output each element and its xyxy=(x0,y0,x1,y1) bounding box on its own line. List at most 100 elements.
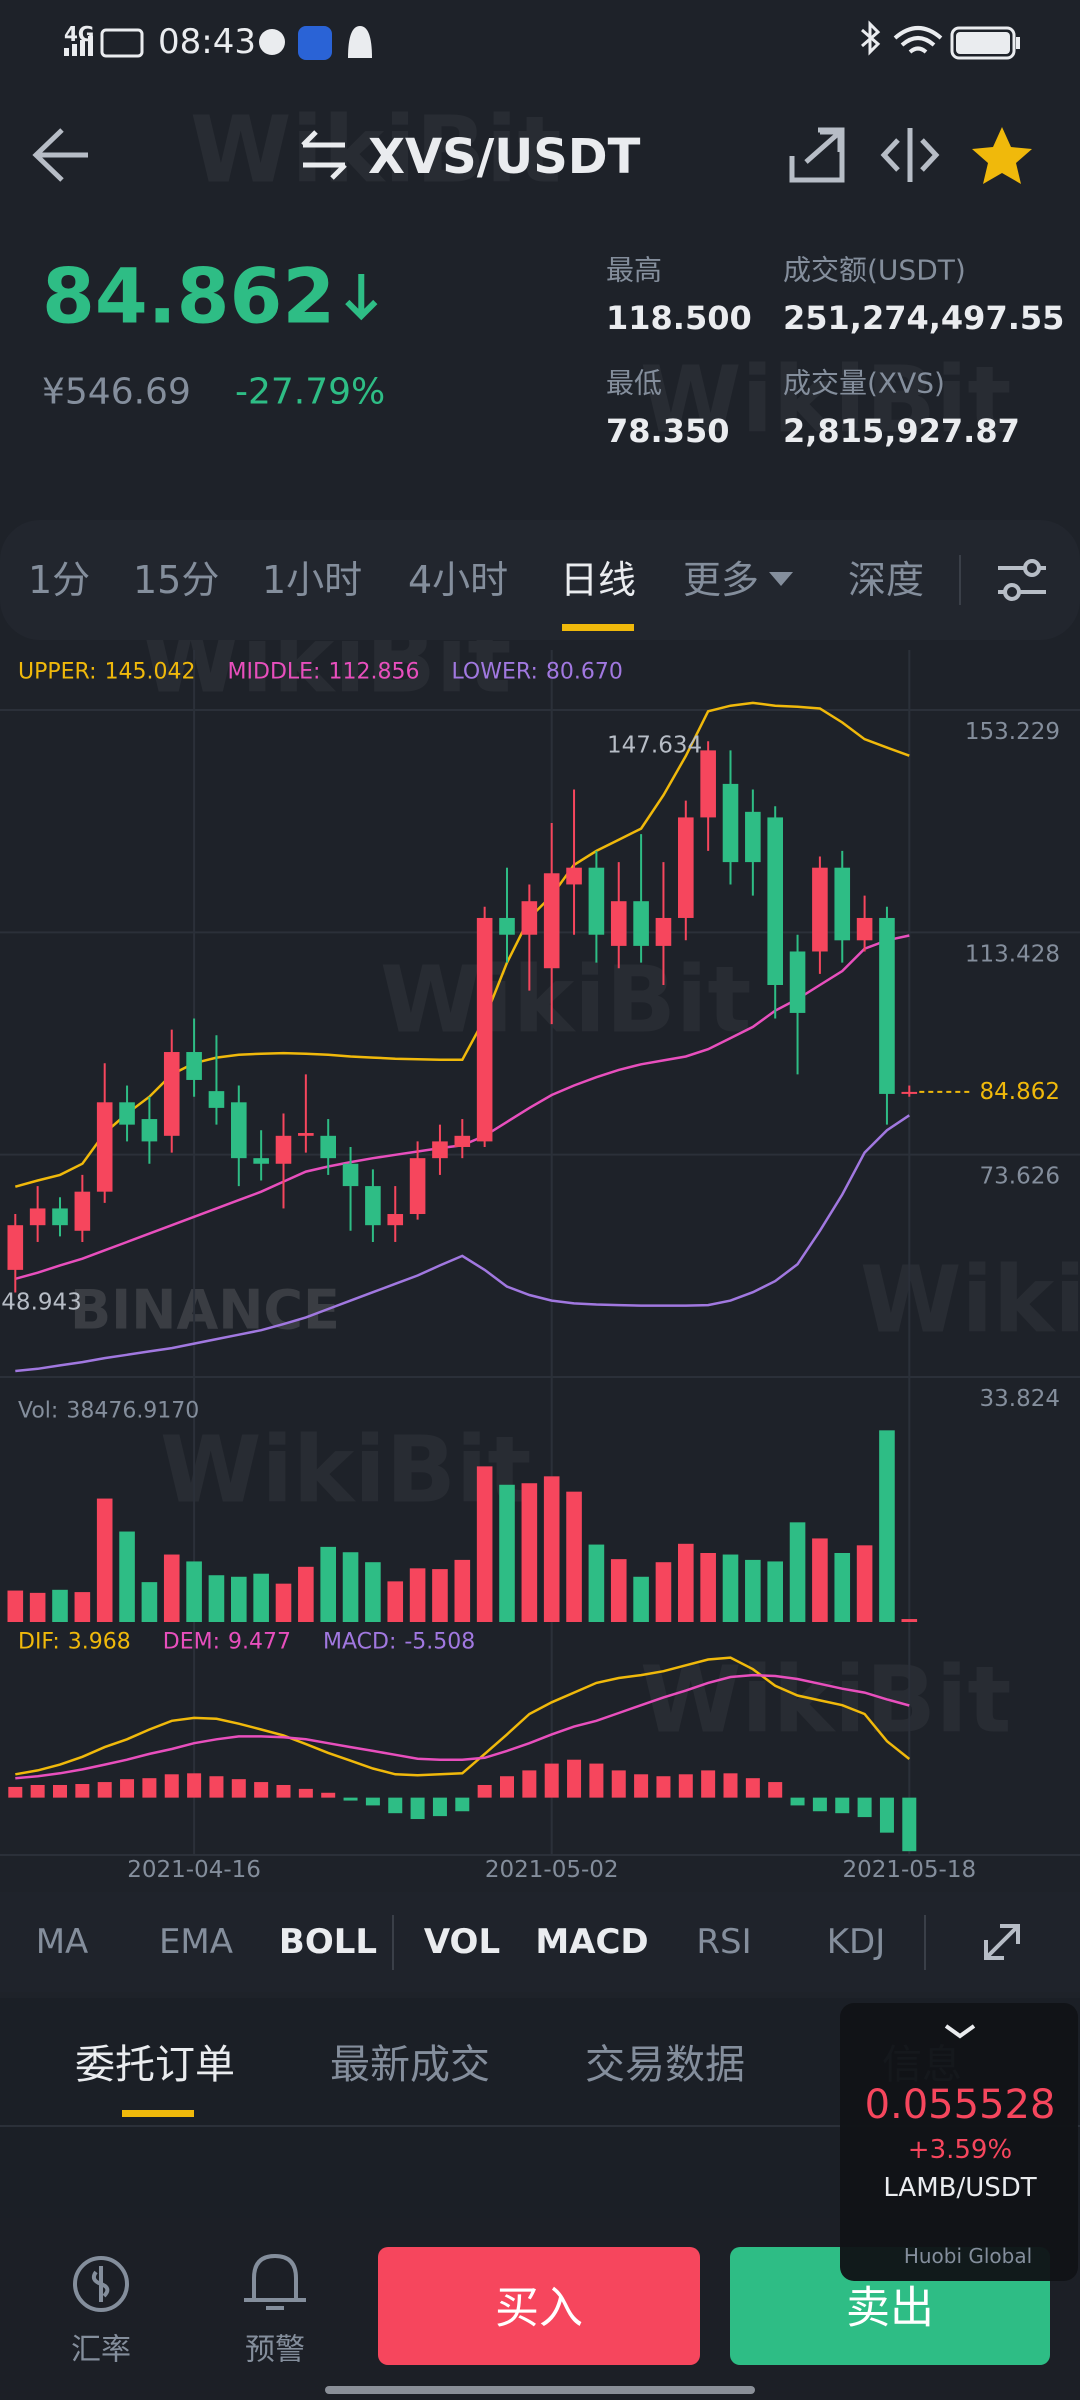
volume-bar xyxy=(52,1589,68,1622)
indicator-tab[interactable]: RSI xyxy=(696,1922,751,1962)
candle-body xyxy=(163,1052,180,1136)
alert-label[interactable]: 预警 xyxy=(245,2333,305,2368)
battery-icon xyxy=(950,26,1016,60)
widget-panel[interactable] xyxy=(840,2003,1078,2281)
volume-bar xyxy=(499,1484,515,1622)
order-tab[interactable]: 交易数据 xyxy=(585,2042,745,2088)
indicator-tab[interactable]: MACD xyxy=(535,1922,648,1962)
widget-change: +3.59% xyxy=(908,2135,1012,2165)
macd-bar xyxy=(701,1770,716,1798)
order-tab[interactable]: 最新成交 xyxy=(330,2042,490,2088)
interval-tab[interactable]: 深度 xyxy=(848,558,924,602)
indicator-tab[interactable]: VOL xyxy=(424,1922,500,1962)
volume-bar xyxy=(141,1582,158,1622)
interval-tab[interactable]: 更多 xyxy=(683,558,759,602)
candle-body xyxy=(275,1135,292,1164)
collapse-icon[interactable] xyxy=(944,2024,976,2039)
candle-body xyxy=(29,1208,46,1226)
boll-line xyxy=(15,1114,910,1373)
candle-body xyxy=(186,1052,202,1080)
pair-title[interactable]: XVS/USDT xyxy=(368,129,641,185)
interval-tab[interactable]: 15分 xyxy=(133,558,219,602)
interval-tab[interactable]: 日线 xyxy=(560,558,636,602)
interval-bar xyxy=(0,520,1080,640)
x-tick-label: 2021-04-16 xyxy=(127,1857,261,1883)
candle-body xyxy=(722,783,739,863)
volume-bar xyxy=(298,1566,314,1622)
tab-underline xyxy=(562,624,635,631)
indicator-tab[interactable]: MA xyxy=(36,1922,89,1962)
legend-name: DIF: xyxy=(18,1630,60,1655)
candle-body xyxy=(521,901,538,935)
candle-body xyxy=(298,1133,314,1136)
battery-tip xyxy=(1016,37,1020,49)
volume-bar xyxy=(834,1553,851,1622)
x-tick-label: 2021-05-02 xyxy=(485,1857,619,1883)
macd-bar xyxy=(97,1782,112,1798)
volume-bar xyxy=(588,1544,605,1622)
rate-label[interactable]: 汇率 xyxy=(71,2333,131,2368)
volume-value: 2,815,927.87 xyxy=(783,412,1020,450)
low-label: 最低 xyxy=(606,367,662,400)
candle-body xyxy=(74,1191,91,1231)
macd-bar xyxy=(835,1797,850,1814)
battery-level xyxy=(956,32,1010,54)
share-button[interactable] xyxy=(789,127,845,183)
volume-bar xyxy=(722,1554,739,1622)
interval-tab[interactable]: 1分 xyxy=(28,558,90,602)
order-tab[interactable]: 委托订单 xyxy=(75,2042,235,2088)
indicator-tabs: MA EMA BOLL VOL MACD RSI KDJ xyxy=(36,1922,886,1962)
compare-button[interactable] xyxy=(880,128,940,182)
volume-bar xyxy=(253,1573,269,1622)
volume-bar xyxy=(74,1592,91,1622)
order-tabs: 委托订单最新成交交易数据信息 xyxy=(75,2042,962,2088)
candle-body xyxy=(320,1135,336,1159)
macd-bar xyxy=(30,1784,45,1798)
candle-body xyxy=(52,1208,68,1226)
wechat-icon xyxy=(259,29,285,55)
macd-bar xyxy=(432,1797,447,1817)
high-marker: 147.634 xyxy=(607,732,702,758)
indicator-tab[interactable]: BOLL xyxy=(279,1922,377,1962)
candle-body xyxy=(543,873,560,969)
status-bar: 4G 08:43 xyxy=(64,20,1020,62)
candle-body xyxy=(387,1214,404,1226)
buy-button[interactable] xyxy=(378,2247,700,2365)
volume-bar xyxy=(96,1498,113,1622)
floating-widget[interactable]: 0.055528 +3.59% LAMB/USDT Huobi Global xyxy=(840,2003,1078,2281)
volume-bar xyxy=(454,1559,471,1622)
interval-tab[interactable]: 1小时 xyxy=(262,558,362,602)
indicator-tab[interactable]: EMA xyxy=(159,1922,233,1962)
watermark: WikiBit xyxy=(640,347,1011,454)
volume-bar xyxy=(275,1583,292,1622)
macd-bar xyxy=(589,1763,604,1798)
macd-bar xyxy=(187,1773,202,1798)
chart-settings[interactable] xyxy=(998,559,1046,601)
volume-bar xyxy=(700,1553,716,1622)
favorite-button[interactable] xyxy=(972,127,1032,184)
swap-icon[interactable] xyxy=(301,130,347,180)
rate-icon[interactable] xyxy=(73,2256,129,2312)
volume-bar xyxy=(812,1538,828,1622)
sell-label[interactable]: 卖出 xyxy=(846,2283,934,2334)
indicator-tab[interactable]: KDJ xyxy=(827,1922,886,1962)
macd-bar xyxy=(567,1759,582,1798)
buy-label[interactable]: 买入 xyxy=(495,2283,583,2334)
low-value: 78.350 xyxy=(606,412,729,450)
volume-bar xyxy=(543,1476,560,1622)
legend-name: MIDDLE: xyxy=(228,660,321,685)
candle-body xyxy=(476,917,493,1142)
volume-bar xyxy=(365,1562,381,1622)
macd-bar xyxy=(164,1774,179,1798)
candle-body xyxy=(678,817,694,918)
watermark: WikiBit xyxy=(160,1417,531,1524)
alert-icon[interactable] xyxy=(244,2253,306,2310)
interval-tab[interactable]: 4小时 xyxy=(408,558,508,602)
volume-bar xyxy=(678,1543,694,1622)
signal-icon xyxy=(64,36,93,56)
macd-bar xyxy=(231,1779,246,1798)
legend-value: 38476.9170 xyxy=(66,1399,199,1424)
fullscreen-button[interactable] xyxy=(984,1924,1020,1960)
back-button[interactable] xyxy=(32,128,88,182)
